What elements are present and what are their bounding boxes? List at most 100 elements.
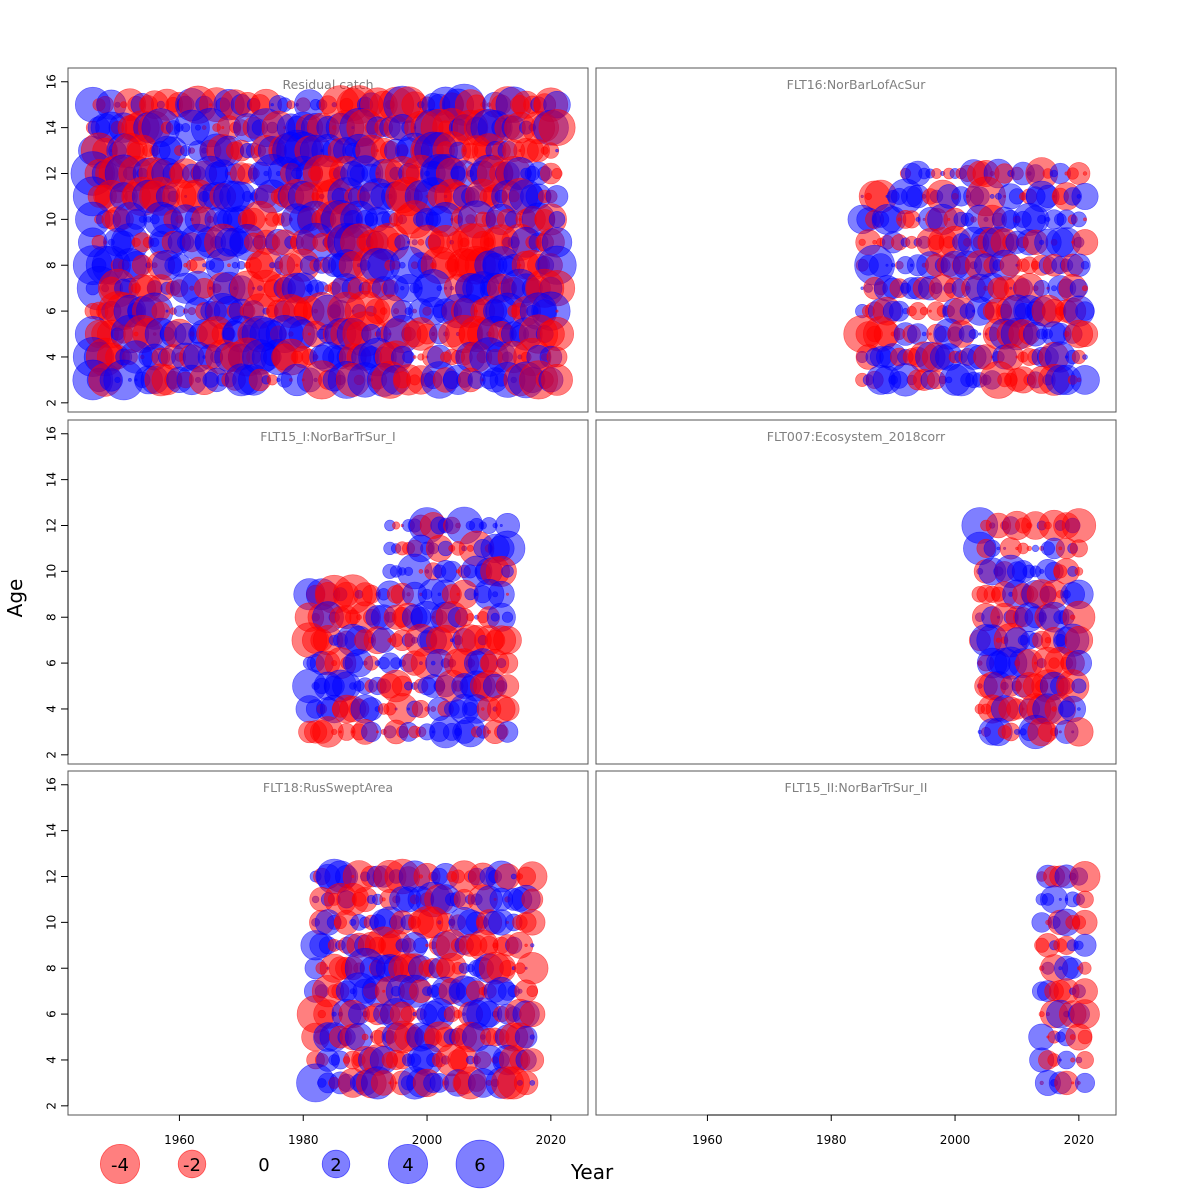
- residual-bubble: [1077, 1029, 1093, 1045]
- size-legend: -4 -2 0 2 4 6: [100, 1139, 505, 1189]
- y-tick-label: 10: [45, 212, 59, 227]
- y-tick-label: 8: [45, 964, 59, 972]
- residual-bubble: [542, 142, 560, 159]
- residual-bubble: [510, 873, 517, 880]
- residual-bubble: [495, 674, 520, 698]
- residual-bubble: [519, 909, 546, 936]
- y-tick-label: 12: [45, 869, 59, 884]
- residual-bubble: [514, 1025, 538, 1049]
- residual-bubble: [1077, 707, 1081, 711]
- residual-bubble: [978, 332, 982, 336]
- residual-bubble: [524, 943, 528, 947]
- residual-bubble: [1083, 217, 1087, 222]
- residual-bubble: [1071, 229, 1099, 256]
- panel-2: FLT16:NorBarLofAcSur: [595, 67, 1117, 413]
- x-tick-label: 1960: [692, 1133, 723, 1147]
- residual-bubble: [286, 100, 296, 110]
- residual-bubble: [1069, 861, 1101, 892]
- residual-bubble: [501, 565, 514, 578]
- x-axis-label: Year: [570, 1160, 614, 1184]
- residual-bubble: [165, 309, 169, 313]
- residual-bubble: [555, 309, 559, 313]
- x-tick-label: 2020: [1064, 1133, 1095, 1147]
- y-tick-label: 14: [45, 823, 59, 838]
- y-tick-label: 16: [45, 74, 59, 89]
- legend-bubble: [455, 1139, 505, 1189]
- residual-bubble: [501, 611, 514, 623]
- residual-bubble: [1073, 933, 1097, 957]
- residual-bubble: [496, 652, 519, 674]
- residual-bubble: [1054, 1070, 1079, 1096]
- residual-bubble: [1078, 961, 1092, 975]
- y-tick-label: 14: [45, 472, 59, 487]
- residual-bubble: [227, 263, 231, 268]
- residual-bubble: [921, 331, 927, 337]
- y-tick-label: 16: [45, 777, 59, 792]
- residual-bubble: [1026, 545, 1033, 552]
- residual-bubble: [361, 1033, 369, 1041]
- x-tick-label: 1960: [164, 1133, 195, 1147]
- x-tick-label: 2000: [940, 1133, 971, 1147]
- residual-bubble: [1082, 171, 1088, 176]
- legend-bubble: [177, 1149, 207, 1179]
- residual-bubble: [1075, 1072, 1096, 1093]
- panel-title: FLT16:NorBarLofAcSur: [787, 77, 927, 92]
- legend-label: 6: [474, 1155, 485, 1176]
- residual-bubble: [1076, 890, 1094, 909]
- residual-bubble: [519, 1001, 546, 1028]
- panel-frame: [595, 419, 1117, 765]
- legend-label: 0: [258, 1155, 269, 1176]
- residual-bubble: [1057, 1050, 1076, 1070]
- legend-label: 2: [330, 1155, 341, 1176]
- panel-title: FLT15_I:NorBarTrSur_I: [260, 429, 396, 444]
- y-tick-label: 6: [45, 659, 59, 667]
- legend-label: -4: [111, 1155, 129, 1176]
- y-tick-label: 6: [45, 307, 59, 315]
- y-tick-label: 6: [45, 1010, 59, 1018]
- bubble-layer: [843, 157, 1100, 399]
- residual-bubble: [466, 613, 475, 622]
- residual-bubble: [551, 168, 563, 180]
- residual-bubble: [529, 1034, 535, 1040]
- bubble-layer: [1028, 861, 1101, 1096]
- panel-title: FLT15_II:NorBarTrSur_II: [785, 780, 928, 795]
- legend-bubble: [100, 1144, 141, 1185]
- residual-bubble: [1072, 909, 1098, 935]
- residual-bubble: [996, 546, 1001, 551]
- y-axis-label: Age: [3, 579, 27, 618]
- residual-bubble: [1070, 1057, 1076, 1063]
- residual-bubble: [266, 374, 278, 386]
- y-tick-label: 16: [45, 426, 59, 441]
- y-tick-label: 12: [45, 166, 59, 181]
- residual-bubble: [872, 240, 877, 245]
- panel-title: FLT18:RusSweptArea: [263, 780, 393, 795]
- residual-bubble: [496, 721, 519, 743]
- panel-5: FLT18:RusSweptArea 2 4 6 8 10 12 14 16 1960 1980 20…: [45, 770, 589, 1147]
- residual-bubble: [541, 363, 573, 396]
- residual-bubble: [538, 109, 576, 147]
- y-tick-label: 8: [45, 261, 59, 269]
- legend-label: -2: [183, 1155, 201, 1176]
- residual-bubble: [530, 943, 535, 948]
- residual-bubble: [202, 263, 207, 268]
- residual-bubble: [1082, 354, 1088, 360]
- y-tick-label: 2: [45, 751, 59, 759]
- residual-bubble: [1071, 678, 1087, 694]
- residual-bubble: [989, 193, 995, 199]
- residual-bubble: [513, 1070, 539, 1096]
- y-tick-label: 14: [45, 120, 59, 135]
- y-tick-label: 8: [45, 613, 59, 621]
- residual-bubble: [1031, 544, 1040, 553]
- residual-bubble: [521, 888, 544, 911]
- residual-bubble: [331, 728, 338, 736]
- residual-bubble: [1071, 320, 1099, 348]
- residual-bubble: [1064, 717, 1094, 747]
- residual-bubble: [406, 240, 410, 244]
- residual-bubble: [968, 328, 979, 339]
- residual-bubble: [860, 286, 864, 290]
- residual-bubble: [890, 263, 896, 268]
- residual-bubble: [436, 285, 443, 292]
- bubble-layer: [70, 83, 577, 401]
